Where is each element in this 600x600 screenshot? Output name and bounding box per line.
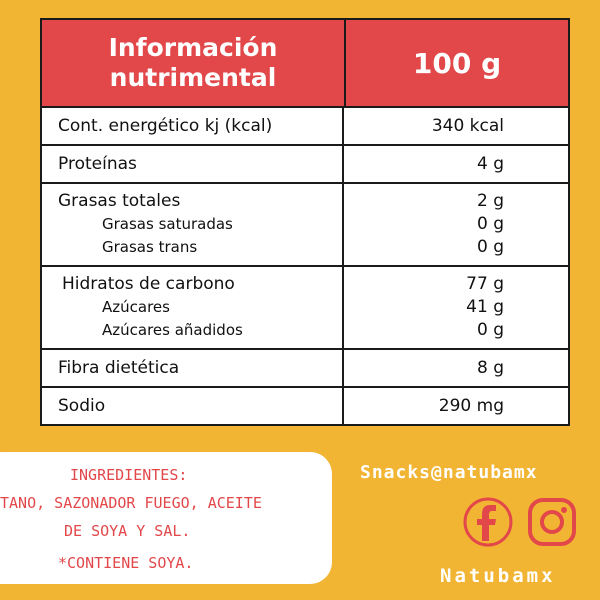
table-row-fat: Grasas totales Grasas saturadas Grasas t… xyxy=(42,184,568,267)
ingredients-note: *CONTIENE SOYA. xyxy=(58,554,194,572)
added-sugars-value: 0 g xyxy=(476,320,504,340)
sugars-value: 41 g xyxy=(466,297,504,317)
social-icons xyxy=(462,496,578,548)
facebook-icon[interactable] xyxy=(462,496,514,548)
ingredients-line2: DE SOYA Y SAL. xyxy=(64,522,191,540)
saturated-fat-label: Grasas saturadas xyxy=(102,215,233,233)
energy-value: 340 kcal xyxy=(431,116,504,136)
header-amount: 100 g xyxy=(412,46,502,80)
table-header: Información nutrimental 100 g xyxy=(42,20,568,108)
saturated-fat-value: 0 g xyxy=(476,214,504,234)
brand-handle: Natubamx xyxy=(440,565,556,587)
ingredients-card: INGREDIENTES: TANO, SAZONADOR FUEGO, ACE… xyxy=(0,452,332,584)
table-row-energy: Cont. energético kj (kcal) 340 kcal xyxy=(42,108,568,146)
sodium-label: Sodio xyxy=(42,388,344,424)
carbs-label: Hidratos de carbono xyxy=(62,274,235,294)
energy-label: Cont. energético kj (kcal) xyxy=(42,108,344,144)
sodium-value: 290 mg xyxy=(438,396,504,416)
fiber-label: Fibra dietética xyxy=(42,350,344,386)
nutrition-table: Información nutrimental 100 g Cont. ener… xyxy=(40,18,570,426)
protein-label: Proteínas xyxy=(42,146,344,182)
contact-email[interactable]: Snacks@natubamx xyxy=(360,462,538,483)
sugars-label: Azúcares xyxy=(102,298,170,316)
carbs-value: 77 g xyxy=(466,274,504,294)
added-sugars-label: Azúcares añadidos xyxy=(102,321,243,339)
header-title-line2: nutrimental xyxy=(109,63,277,92)
header-title: Información nutrimental xyxy=(42,20,346,106)
trans-fat-label: Grasas trans xyxy=(102,238,198,256)
table-row-fiber: Fibra dietética 8 g xyxy=(42,350,568,388)
fat-label: Grasas totales xyxy=(58,191,181,211)
trans-fat-value: 0 g xyxy=(476,237,504,257)
fiber-value: 8 g xyxy=(476,358,504,378)
instagram-icon[interactable] xyxy=(526,496,578,548)
ingredients-title: INGREDIENTES: xyxy=(70,466,188,484)
protein-value: 4 g xyxy=(476,154,504,174)
table-row-sodium: Sodio 290 mg xyxy=(42,388,568,424)
fat-value: 2 g xyxy=(476,191,504,211)
header-title-line1: Información xyxy=(108,33,278,62)
table-row-carbs: Hidratos de carbono Azúcares Azúcares añ… xyxy=(42,267,568,350)
ingredients-line1: TANO, SAZONADOR FUEGO, ACEITE xyxy=(0,494,262,512)
table-row-protein: Proteínas 4 g xyxy=(42,146,568,184)
